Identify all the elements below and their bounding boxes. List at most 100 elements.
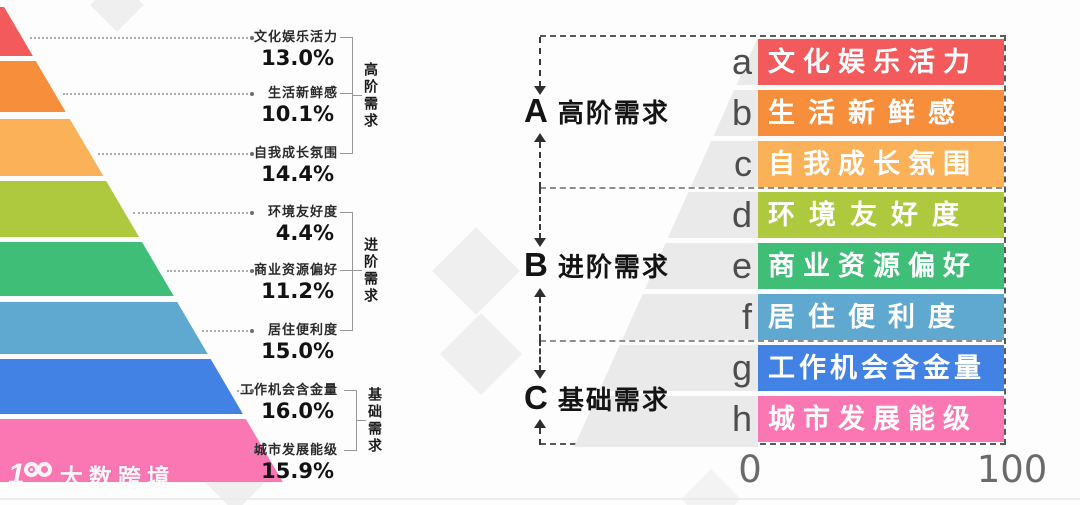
bracket-tick: [340, 153, 352, 154]
pyramid-label: 自我成长氛围 14.4%: [254, 144, 338, 187]
row-gap: [540, 238, 1002, 243]
pyramid-label-name: 文化娱乐活力: [253, 29, 338, 44]
pyramid-label-pct: 4.4%: [275, 221, 334, 245]
pyramid-label-name: 生活新鲜感: [267, 85, 338, 100]
group-id: B: [524, 246, 548, 283]
pyramid-label: 商业资源偏好 11.2%: [254, 261, 338, 304]
legend-bar: 生活新鲜感: [758, 90, 1004, 136]
pyramid-label-name: 商业资源偏好: [253, 262, 338, 277]
brand-logo-icon: 1: [8, 458, 25, 491]
arrow-up-icon: [534, 133, 546, 142]
pyramid-label: 工作机会含金量 16.0%: [240, 381, 338, 424]
axis-min-label: 0: [738, 448, 762, 491]
legend-bar: 自我成长氛围: [758, 141, 1004, 187]
row-gap: [540, 391, 1002, 396]
bracket-tick: [340, 37, 352, 38]
pyramid-label-pct: 10.1%: [261, 102, 334, 126]
row-gap: [540, 340, 1002, 345]
leader-line: [63, 92, 254, 96]
row-gap: [540, 136, 1002, 141]
pyramid-label-pct: 16.0%: [261, 399, 334, 423]
row-letter: h: [731, 398, 752, 439]
group-arrow-line: [539, 142, 541, 188]
watermark-shape: [90, 0, 144, 32]
leader-line: [133, 211, 254, 215]
arrow-down-icon: [534, 370, 546, 379]
pyramid-label: 居住便利度 15.0%: [261, 321, 338, 364]
row-letter: e: [731, 245, 752, 286]
bracket-tick: [340, 93, 352, 94]
pyramid-label-name: 环境友好度: [267, 204, 338, 219]
group-label-high: 高阶需求: [363, 62, 379, 130]
group-heading-B: B 进阶需求: [524, 246, 670, 284]
pyramid-label-pct: 14.4%: [261, 162, 334, 186]
bracket-line: [356, 390, 357, 451]
pyramid-label-pct: 15.9%: [261, 459, 334, 483]
group-heading-C: C 基础需求: [524, 379, 670, 417]
bracket-line: [352, 37, 353, 154]
row-letter: a: [731, 41, 752, 82]
legend-bar: 环境友好度: [758, 192, 1004, 238]
watermark-shape: [439, 312, 523, 396]
group-label-mid: 进阶需求: [363, 237, 379, 305]
pyramid-label-pct: 13.0%: [261, 46, 334, 70]
arrow-down-icon: [534, 238, 546, 247]
bracket-tick: [340, 330, 352, 331]
bracket-tick: [353, 270, 362, 271]
leader-line: [98, 152, 254, 156]
legend-panel: a b c d e f g h 文化娱乐活力 生活新鲜感 自我成长氛围 环境友好…: [540, 35, 1006, 447]
group-arrow-line: [539, 340, 541, 371]
row-gap: [540, 289, 1002, 294]
pyramid-label-name: 居住便利度: [267, 322, 338, 337]
arrow-up-icon: [534, 419, 546, 428]
legend-bar: 城市发展能级: [758, 396, 1004, 442]
leader-line: [237, 389, 254, 393]
bracket-tick: [344, 450, 356, 451]
bracket-tick: [340, 270, 352, 271]
pyramid-layer-f: [0, 302, 284, 354]
leader-line: [167, 269, 254, 273]
group-separator: [540, 340, 1002, 342]
pyramid-label-name: 自我成长氛围: [253, 145, 338, 160]
pyramid-label-pct: 11.2%: [261, 279, 334, 303]
bracket-tick: [353, 95, 362, 96]
legend-bar: 居住便利度: [758, 294, 1004, 340]
pyramid-layer-b: [0, 61, 284, 112]
row-letter: d: [731, 194, 752, 235]
bracket-tick: [340, 212, 352, 213]
pyramid-layer-c: [0, 119, 284, 176]
pyramid-label-name: 城市发展能级: [253, 442, 338, 457]
brand-name: 大数跨境: [59, 464, 176, 490]
bottom-divider: [0, 498, 1080, 500]
pyramid-label: 环境友好度 4.4%: [268, 203, 338, 246]
group-id: A: [524, 92, 548, 129]
group-arrow-line: [539, 297, 541, 340]
group-id: C: [524, 379, 548, 416]
pyramid-layer-e: [0, 242, 284, 296]
row-letter: f: [741, 296, 752, 337]
bracket-line: [352, 212, 353, 331]
row-gap: [540, 187, 1002, 192]
brand-logo-icon: [36, 461, 52, 477]
group-name: 基础需求: [557, 385, 670, 415]
pyramid-layer-d: [0, 181, 284, 237]
pyramid-label-pct: 15.0%: [261, 339, 334, 363]
brand-watermark: 1 大数跨境: [8, 458, 176, 492]
axis-max-label: 100: [976, 448, 1048, 491]
group-arrow-line: [539, 37, 541, 87]
group-arrow-line: [539, 188, 541, 239]
leader-line: [202, 329, 254, 333]
watermark-shape: [432, 227, 520, 315]
leader-line: [250, 449, 258, 453]
leader-line: [30, 36, 254, 40]
group-separator: [540, 187, 1002, 189]
arrow-down-icon: [534, 86, 546, 95]
legend-bar: 工作机会含金量: [758, 345, 1004, 391]
pyramid-label-name: 工作机会含金量: [239, 382, 338, 397]
bracket-tick: [344, 390, 356, 391]
pyramid-label: 城市发展能级 15.9%: [254, 441, 338, 484]
row-gap: [540, 85, 1002, 90]
group-name: 高阶需求: [557, 98, 670, 128]
legend-bar: 商业资源偏好: [758, 243, 1004, 289]
group-name: 进阶需求: [557, 252, 670, 282]
